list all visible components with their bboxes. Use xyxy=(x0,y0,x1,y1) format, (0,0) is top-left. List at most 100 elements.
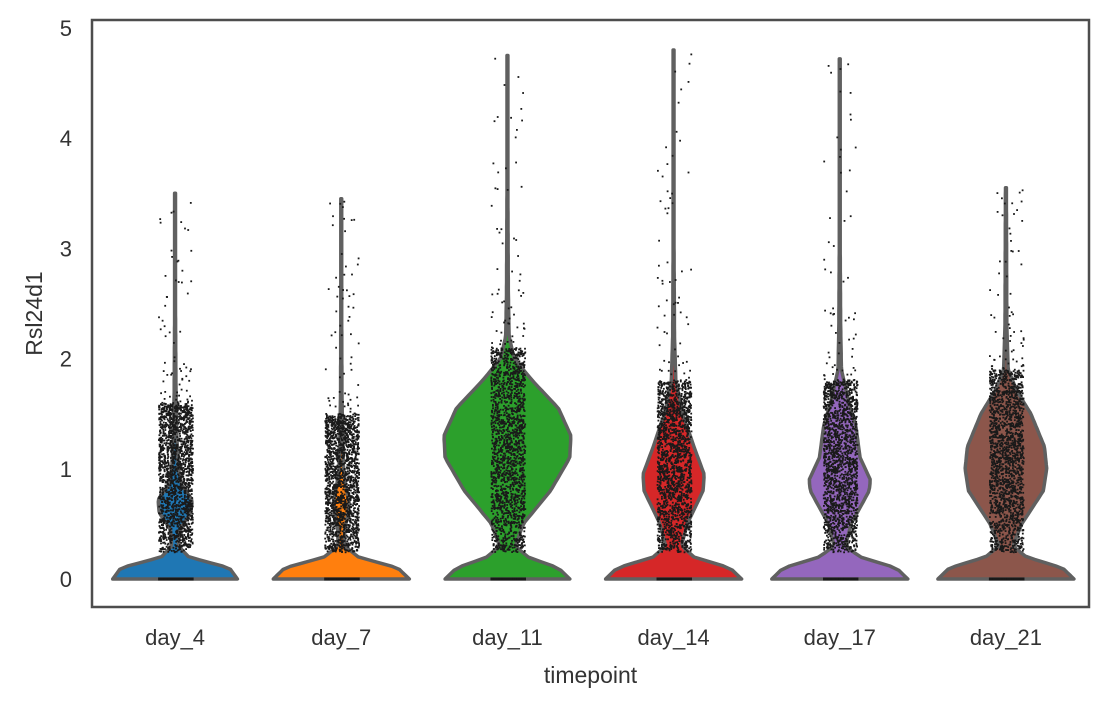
violin-points-day_4 xyxy=(158,202,194,581)
point xyxy=(185,453,188,456)
point xyxy=(515,472,518,475)
point xyxy=(161,453,163,456)
point xyxy=(494,479,497,481)
point xyxy=(512,349,514,352)
point xyxy=(166,500,168,502)
point xyxy=(500,533,502,535)
point xyxy=(342,472,344,474)
point xyxy=(338,479,341,482)
point xyxy=(505,384,508,386)
point xyxy=(327,447,330,449)
point xyxy=(190,427,192,429)
point xyxy=(508,532,511,535)
point xyxy=(174,544,177,546)
point xyxy=(188,428,191,430)
point xyxy=(338,539,341,541)
point xyxy=(167,463,170,466)
point xyxy=(191,462,194,464)
point xyxy=(328,421,331,424)
point xyxy=(344,451,347,454)
point xyxy=(343,200,346,203)
point xyxy=(161,413,163,416)
point xyxy=(325,478,328,481)
point xyxy=(188,523,190,526)
point xyxy=(184,428,187,430)
point xyxy=(524,577,526,581)
point xyxy=(171,482,174,485)
point xyxy=(191,497,194,499)
point xyxy=(189,395,191,398)
point xyxy=(182,462,185,464)
point xyxy=(161,419,163,422)
point xyxy=(492,352,495,354)
point xyxy=(339,461,342,463)
point xyxy=(496,390,499,392)
point xyxy=(183,481,185,484)
point xyxy=(163,408,166,410)
point xyxy=(352,509,355,512)
point xyxy=(326,491,329,494)
point xyxy=(347,424,350,426)
point xyxy=(332,486,334,489)
point xyxy=(178,537,180,540)
point xyxy=(174,508,177,511)
point xyxy=(340,433,343,435)
point xyxy=(345,441,348,444)
point xyxy=(503,494,505,497)
point xyxy=(177,577,179,581)
point xyxy=(518,470,521,472)
point xyxy=(168,501,171,504)
point xyxy=(352,533,355,536)
point xyxy=(330,419,333,422)
point xyxy=(183,525,186,527)
point xyxy=(347,441,350,443)
point xyxy=(337,540,339,543)
point xyxy=(178,446,181,449)
point xyxy=(187,435,190,438)
point xyxy=(189,540,192,543)
point xyxy=(327,526,329,529)
point xyxy=(180,479,182,482)
point xyxy=(497,498,500,500)
point xyxy=(159,328,162,331)
point xyxy=(185,414,188,417)
point xyxy=(494,532,497,535)
point xyxy=(499,495,501,498)
point xyxy=(500,458,502,461)
point xyxy=(341,480,344,483)
point xyxy=(184,227,186,230)
point xyxy=(340,535,343,537)
point xyxy=(346,488,348,491)
point xyxy=(353,488,355,491)
point xyxy=(331,535,334,538)
point xyxy=(182,428,185,430)
point xyxy=(338,500,341,503)
point xyxy=(184,503,187,506)
point xyxy=(345,265,347,268)
point xyxy=(179,450,181,453)
point xyxy=(346,434,349,436)
point xyxy=(325,465,328,468)
point xyxy=(350,425,353,427)
point xyxy=(159,421,162,423)
point xyxy=(161,509,164,512)
point xyxy=(191,414,194,417)
point xyxy=(506,401,508,403)
point xyxy=(181,281,183,284)
point xyxy=(353,426,355,429)
point xyxy=(334,512,337,515)
point xyxy=(176,405,178,408)
point xyxy=(522,501,525,503)
point xyxy=(335,424,337,427)
point xyxy=(180,467,183,470)
point xyxy=(163,541,166,544)
point xyxy=(182,431,184,434)
point xyxy=(490,510,493,512)
point xyxy=(505,577,507,581)
point xyxy=(497,460,499,463)
point xyxy=(490,487,493,489)
point xyxy=(180,577,182,581)
point xyxy=(325,420,328,422)
point xyxy=(332,531,335,533)
point xyxy=(190,452,193,454)
